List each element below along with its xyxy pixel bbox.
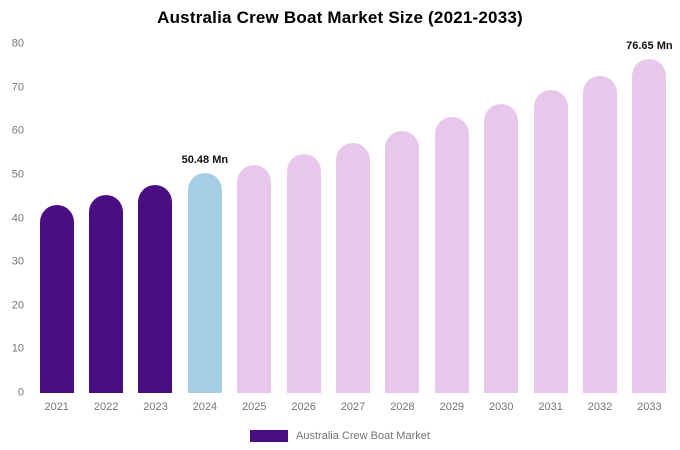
legend: Australia Crew Boat Market [0,430,680,442]
bar-slot: 2023 [131,44,180,413]
x-axis-tick-label: 2021 [44,401,69,413]
bar-slot: 2030 [477,44,526,413]
x-axis-tick-label: 2027 [340,401,366,413]
plot-area: 2021 2022 2023 50.48 Mn 2024 2025 2026 2027 2028… [32,40,674,413]
x-axis-tick-label: 2033 [637,401,662,413]
bar-slot: 50.48 Mn 2024 [180,44,229,413]
legend-label: Australia Crew Boat Market [296,430,430,442]
bar-slot: 2032 [575,44,624,413]
bar-value-label: 50.48 Mn [181,153,229,166]
bar-2024 [187,172,222,393]
bar-slot: 2022 [81,44,130,413]
bar-slot: 2025 [230,44,279,413]
y-axis-tick-label: 40 [11,212,24,224]
bar-2021 [39,204,74,393]
legend-swatch [250,430,289,442]
y-axis-tick-label: 80 [11,37,24,50]
y-axis-tick-label: 20 [11,299,24,312]
bar-slot: 2029 [427,44,476,413]
chart-title: Australia Crew Boat Market Size (2021-20… [157,8,523,27]
bar-2022 [89,194,124,393]
y-axis-tick-label: 0 [17,386,24,399]
bar-slot: 2031 [526,44,575,413]
x-axis-tick-label: 2022 [93,401,119,413]
bar-slot: 76.65 Mn 2033 [625,40,674,413]
bar-slot: 2028 [378,44,427,413]
bar-slot: 2027 [328,44,377,413]
bar-2025 [237,164,272,393]
x-axis-tick-label: 2028 [390,401,415,413]
bar-2033 [632,58,667,393]
x-axis-tick-label: 2026 [291,401,316,413]
y-axis-tick-label: 60 [11,124,24,137]
y-axis-tick-label: 50 [11,168,24,181]
bar-slot: 2026 [279,44,328,413]
bar-2028 [385,130,420,393]
bar-value-label: 76.65 Mn [626,39,673,52]
x-axis-tick-label: 2025 [242,401,267,413]
bar-slot: 2021 [32,44,81,413]
bar-2032 [582,76,617,393]
y-axis-tick-label: 70 [11,81,24,94]
x-axis-tick-label: 2029 [439,401,465,413]
x-axis-tick-label: 2032 [587,401,613,413]
x-axis-tick-label: 2031 [538,401,563,413]
y-axis-tick-label: 30 [11,255,24,268]
x-axis-tick-label: 2030 [488,401,514,413]
bar-2030 [484,104,519,393]
y-axis: 0 10 20 30 40 50 60 70 80 [0,38,28,398]
bar-2026 [286,154,321,393]
bar-2027 [336,143,371,393]
x-axis-tick-label: 2024 [192,401,218,413]
x-axis-tick-label: 2023 [143,401,168,413]
bar-series: 2021 2022 2023 50.48 Mn 2024 2025 2026 2027 2028… [32,40,674,413]
bar-2029 [434,117,469,393]
bar-2023 [138,185,173,393]
y-axis-tick-label: 10 [11,342,24,355]
bar-2031 [533,90,568,393]
